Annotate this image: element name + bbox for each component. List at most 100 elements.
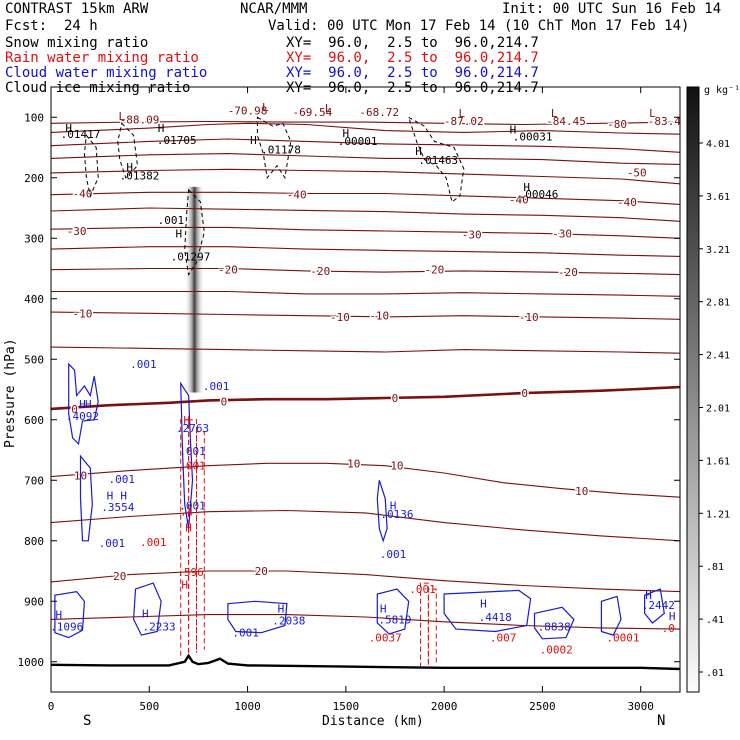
cloud-water-contour — [54, 590, 86, 639]
temperature-label: -10 — [519, 311, 539, 324]
cloud-water-label: H — [390, 500, 397, 513]
temperature-label: -88.09 — [120, 114, 160, 127]
cloud-water-contour — [227, 600, 288, 634]
rain-water-label: .0037 — [369, 632, 402, 645]
rain-water-label: H — [185, 521, 192, 534]
temperature-label: 20 — [113, 570, 126, 583]
cloud-ice-label: .00001 — [338, 135, 378, 148]
cloud-water-contour — [376, 588, 410, 635]
field-cloud-xy: XY= 96.0, 2.5 to 96.0,214.7 — [286, 65, 539, 81]
cloud-ice-label: .00046 — [519, 188, 559, 201]
temperature-label: 10 — [390, 460, 403, 473]
cloud-ice-label: H — [175, 227, 182, 240]
cloud-water-contour — [79, 454, 93, 542]
cloud-ice-label: .01178 — [261, 143, 301, 156]
temperature-contour — [51, 246, 680, 257]
cloud-ice-label: .01297 — [171, 250, 211, 263]
x-axis-label: Distance (km) — [322, 714, 424, 729]
rain-water-label: .001 — [409, 583, 436, 596]
temperature-contour — [51, 462, 680, 498]
temperature-label: -20 — [424, 264, 444, 277]
colorbar-label: 2.01 — [706, 404, 730, 415]
colorbar-label: 2.41 — [706, 351, 730, 362]
temperature-label: -80 — [607, 118, 627, 131]
temperature-label: -10 — [330, 311, 350, 324]
low-center-label: L — [262, 101, 269, 114]
y-tick-label: 800 — [24, 535, 44, 548]
temperature-label: 0 — [521, 387, 528, 400]
cloud-ice-label: H — [65, 122, 72, 135]
temperature-contour — [51, 120, 680, 126]
cloud-water-label: H — [645, 589, 652, 602]
y-tick-label: 500 — [24, 353, 44, 366]
cloud-water-label: H — [79, 398, 86, 411]
rain-water-label: .4 — [180, 506, 194, 519]
low-center-label: L — [649, 107, 656, 120]
low-center-label: L — [459, 107, 466, 120]
cloud-water-label: .001 — [179, 445, 206, 458]
cloud-water-label: .001 — [179, 500, 206, 513]
cloud-water-contour — [180, 381, 194, 529]
cloud-ice-label: H — [510, 123, 517, 136]
field-rain-name: Rain water mixing ratio — [5, 50, 199, 66]
temperature-label: -20 — [218, 264, 238, 277]
cloud-ice-label: H — [250, 134, 257, 147]
cloud-water-label: .5819 — [378, 613, 411, 626]
temperature-label: 0 — [71, 403, 78, 416]
cloud-water-label: .8838 — [538, 621, 571, 634]
temperature-label: -10 — [369, 310, 389, 323]
temperature-label: -84.45 — [546, 115, 586, 128]
colorbar-label: 1.61 — [706, 456, 730, 467]
snow-column — [184, 186, 205, 393]
field-ice-name: Cloud ice mixing ratio — [5, 80, 191, 96]
cloud-ice-contour — [184, 188, 205, 276]
cloud-water-contour — [376, 480, 388, 543]
rain-water-contour — [188, 419, 197, 653]
low-center-label: L — [118, 110, 125, 123]
rain-water-label: H — [183, 414, 190, 427]
cloud-water-label: .2442 — [642, 599, 675, 612]
field-rain-xy: XY= 96.0, 2.5 to 96.0,214.7 — [286, 50, 539, 66]
temperature-contour — [51, 385, 680, 411]
y-axis-label: Pressure (hPa) — [3, 338, 18, 448]
cloud-water-label: H — [380, 603, 387, 616]
temperature-contour — [51, 290, 680, 297]
field-cloud-name: Cloud water mixing ratio — [5, 65, 208, 81]
cloud-water-label: .0136 — [380, 508, 413, 521]
temperature-contour — [51, 311, 680, 320]
colorbar-unit: g kg⁻¹ — [704, 85, 740, 96]
rain-water-contour — [420, 582, 429, 668]
cloud-water-label: .001 — [99, 537, 126, 550]
cloud-water-label: H — [56, 609, 63, 622]
temperature-contour — [51, 168, 680, 185]
field-snow-name: Snow mixing ratio — [5, 35, 149, 51]
rain-water-label: .0001 — [606, 632, 639, 645]
temperature-label: -40 — [617, 196, 637, 209]
temperature-label: -70.98 — [228, 105, 268, 118]
cloud-water-label: .2763 — [176, 422, 209, 435]
x-tick-label: 2000 — [431, 700, 458, 713]
cloud-water-contour — [443, 589, 532, 633]
cloud-ice-contour — [407, 116, 465, 203]
cloud-water-label: H — [142, 607, 149, 620]
temperature-contour — [51, 226, 680, 239]
axis-end-right: N — [657, 713, 665, 729]
valid-time: Valid: 00 UTC Mon 17 Feb 14 (10 ChT Mon … — [268, 18, 690, 34]
rain-water-label: .0002 — [540, 644, 573, 657]
temperature-label: 10 — [575, 485, 588, 498]
temperature-contour — [51, 614, 680, 630]
temperature-label: -40 — [509, 194, 529, 207]
temperature-contour — [51, 570, 680, 593]
cloud-ice-label: H — [126, 161, 133, 174]
cloud-water-contour — [132, 582, 162, 636]
cloud-water-label: .2233 — [143, 621, 176, 634]
temperature-label: 0 — [221, 396, 228, 409]
colorbar-label: 3.21 — [706, 245, 730, 256]
colorbar — [686, 86, 700, 693]
temperature-label: -20 — [310, 265, 330, 278]
x-tick-label: 1000 — [234, 700, 261, 713]
temperature-label: -30 — [462, 229, 482, 242]
temperature-contour — [51, 138, 680, 153]
y-tick-label: 100 — [24, 111, 44, 124]
cloud-water-label: .001 — [130, 358, 157, 371]
